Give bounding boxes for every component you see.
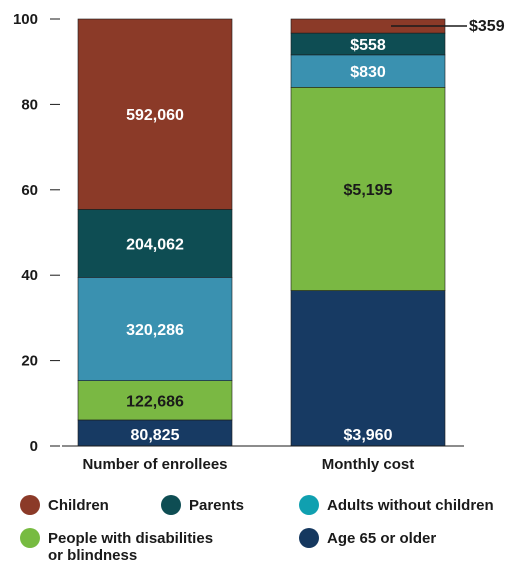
- bar-segment: [290, 54, 446, 88]
- y-tick-label: 80: [21, 96, 38, 113]
- legend: Children Parents Adults without children Pe…: [20, 495, 494, 562]
- data-label: $558: [350, 37, 386, 54]
- legend-swatch: [299, 528, 319, 548]
- data-label: $3,960: [344, 427, 393, 444]
- data-label: 122,686: [126, 393, 184, 410]
- data-label: $830: [350, 64, 386, 81]
- legend-swatch: [20, 495, 40, 515]
- legend-swatch: [299, 495, 319, 515]
- y-tick-label: 0: [30, 438, 38, 455]
- legend-label: People with disabilities or blindness: [48, 530, 213, 562]
- bar-segment: [290, 290, 446, 447]
- data-label: 204,062: [126, 236, 184, 253]
- x-category-label: Number of enrollees: [82, 456, 227, 473]
- bar-segment: [77, 18, 233, 210]
- legend-label: Children: [48, 497, 109, 514]
- y-axis-ticks: 0 20 40 60 80 100: [13, 11, 60, 455]
- data-labels: 80,825 122,686 320,286 204,062 592,060 $3,960…: [126, 18, 505, 444]
- x-axis-labels: Number of enrollees Monthly cost: [82, 456, 414, 473]
- legend-label: Adults without children: [327, 497, 494, 514]
- y-tick-label: 40: [21, 267, 38, 284]
- legend-label: Age 65 or older: [327, 530, 436, 547]
- y-tick-label: 20: [21, 353, 38, 370]
- data-label: 320,286: [126, 322, 184, 339]
- bar-segment: [290, 87, 446, 291]
- x-category-label: Monthly cost: [322, 456, 415, 473]
- legend-swatch: [161, 495, 181, 515]
- data-label: 592,060: [126, 107, 184, 124]
- bars: [77, 18, 446, 447]
- data-label: $359: [469, 18, 505, 35]
- y-tick-label: 60: [21, 182, 38, 199]
- bar-segment: [77, 277, 233, 381]
- legend-label: Parents: [189, 497, 244, 514]
- bar-segment: [77, 380, 233, 421]
- data-label: 80,825: [131, 427, 180, 444]
- y-tick-label: 100: [13, 11, 38, 28]
- data-label: $5,195: [344, 182, 393, 199]
- legend-swatch: [20, 528, 40, 548]
